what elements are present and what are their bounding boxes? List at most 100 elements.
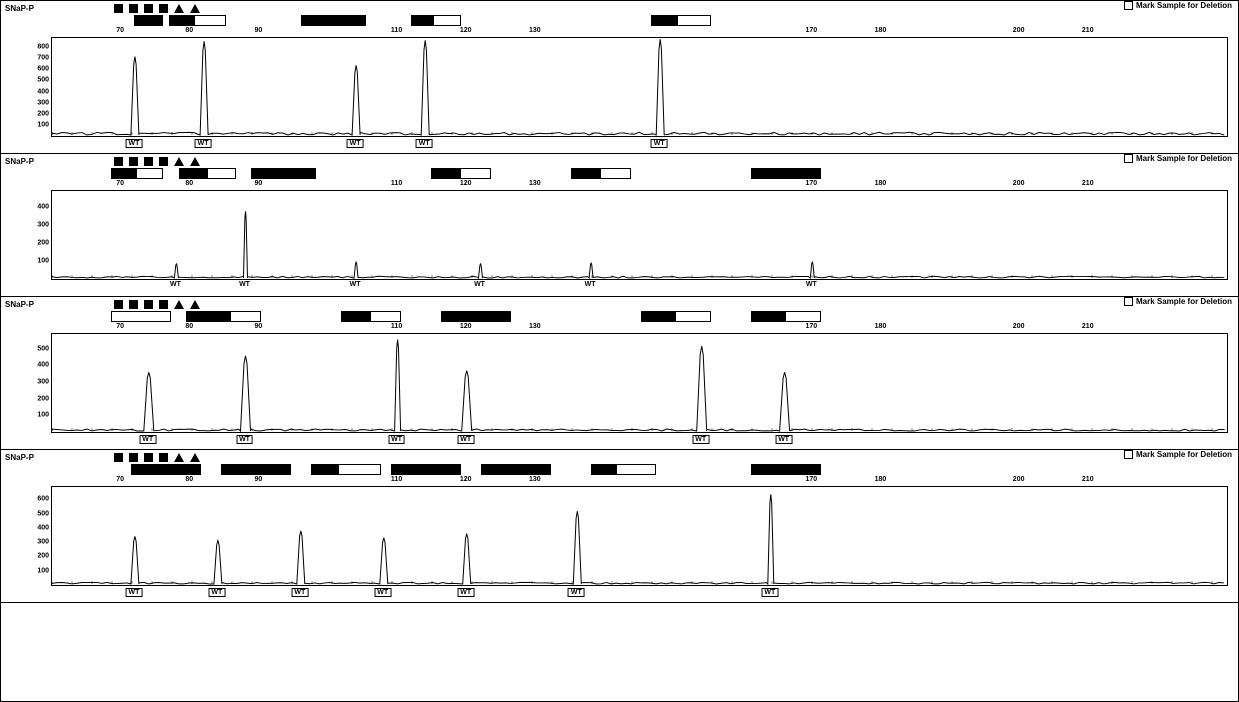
x-tick-label: 80	[185, 476, 193, 483]
triangle-icon[interactable]	[174, 300, 184, 309]
panel-header: SNaP-PMark Sample for Deletion	[1, 154, 1238, 168]
marker-block	[591, 464, 656, 475]
allele-label: WT	[208, 587, 225, 597]
plot-area: 100200300400500	[51, 333, 1228, 433]
allele-label: WT	[125, 587, 142, 597]
y-tick-label: 100	[37, 258, 49, 265]
allele-label: WT	[170, 281, 181, 288]
square-icon[interactable]	[159, 4, 168, 13]
marker-block	[251, 168, 316, 179]
y-axis: 100200300400	[17, 191, 49, 279]
triangle-icon[interactable]	[190, 4, 200, 13]
y-tick-label: 200	[37, 240, 49, 247]
x-tick-label: 170	[805, 323, 817, 330]
x-tick-label: 110	[391, 476, 402, 483]
y-tick-label: 500	[37, 345, 49, 352]
square-icon[interactable]	[114, 4, 123, 13]
square-icon[interactable]	[159, 453, 168, 462]
y-tick-label: 300	[37, 222, 49, 229]
square-icon[interactable]	[129, 4, 138, 13]
x-tick-label: 210	[1082, 323, 1094, 330]
marker-bar-row	[51, 168, 1228, 180]
marker-bar-row	[51, 311, 1228, 323]
square-icon[interactable]	[129, 453, 138, 462]
electropherogram-panel: SNaP-PMark Sample for Deletion7080901101…	[1, 297, 1238, 450]
square-icon[interactable]	[144, 453, 153, 462]
square-icon[interactable]	[129, 157, 138, 166]
allele-label: WT	[350, 281, 361, 288]
allele-label: WT	[374, 587, 391, 597]
triangle-icon[interactable]	[190, 157, 200, 166]
triangle-icon[interactable]	[174, 453, 184, 462]
allele-labels-row: WTWTWTWTWTWTWT	[51, 586, 1228, 602]
checkbox-icon[interactable]	[1124, 450, 1133, 459]
allele-label: WT	[388, 434, 405, 444]
checkbox-icon[interactable]	[1124, 154, 1133, 163]
electropherogram-trace	[52, 191, 1227, 279]
checkbox-icon[interactable]	[1124, 297, 1133, 306]
checkbox-icon[interactable]	[1124, 1, 1133, 10]
marker-block	[411, 15, 461, 26]
marker-block	[441, 311, 511, 322]
x-tick-label: 170	[805, 27, 817, 34]
triangle-icon[interactable]	[190, 453, 200, 462]
square-icon[interactable]	[114, 157, 123, 166]
marker-block	[111, 311, 171, 322]
allele-label: WT	[457, 434, 474, 444]
marker-block	[431, 168, 491, 179]
x-tick-label: 120	[460, 27, 472, 34]
marker-block	[131, 464, 201, 475]
y-tick-label: 500	[37, 510, 49, 517]
square-icon[interactable]	[114, 453, 123, 462]
x-tick-label: 70	[116, 323, 124, 330]
allele-label: WT	[761, 587, 778, 597]
y-tick-label: 200	[37, 553, 49, 560]
x-tick-label: 200	[1013, 27, 1025, 34]
y-tick-label: 300	[37, 379, 49, 386]
square-icon[interactable]	[159, 157, 168, 166]
mark-sample-checkbox[interactable]: Mark Sample for Deletion	[1124, 154, 1232, 163]
checkbox-label: Mark Sample for Deletion	[1136, 450, 1232, 459]
marker-block	[391, 464, 461, 475]
triangle-icon[interactable]	[174, 4, 184, 13]
x-tick-label: 170	[805, 180, 817, 187]
electropherogram-panel: SNaP-PMark Sample for Deletion7080901101…	[1, 1, 1238, 154]
allele-label: WT	[139, 434, 156, 444]
mark-sample-checkbox[interactable]: Mark Sample for Deletion	[1124, 1, 1232, 10]
x-tick-label: 90	[254, 180, 262, 187]
panel-title: SNaP-P	[5, 300, 34, 309]
x-tick-label: 90	[254, 27, 262, 34]
square-icon[interactable]	[144, 300, 153, 309]
allele-label: WT	[416, 138, 433, 148]
triangle-icon[interactable]	[174, 157, 184, 166]
square-icon[interactable]	[144, 157, 153, 166]
x-tick-label: 130	[529, 323, 541, 330]
y-tick-label: 200	[37, 395, 49, 402]
y-tick-label: 400	[37, 88, 49, 95]
allele-label: WT	[236, 434, 253, 444]
square-icon[interactable]	[144, 4, 153, 13]
y-tick-label: 300	[37, 99, 49, 106]
marker-block	[221, 464, 291, 475]
triangle-icon[interactable]	[190, 300, 200, 309]
allele-label: WT	[125, 138, 142, 148]
square-icon[interactable]	[159, 300, 168, 309]
y-tick-label: 100	[37, 121, 49, 128]
marker-block	[179, 168, 236, 179]
allele-label: WT	[585, 281, 596, 288]
square-icon[interactable]	[129, 300, 138, 309]
panel-toolbar	[114, 4, 200, 13]
mark-sample-checkbox[interactable]: Mark Sample for Deletion	[1124, 450, 1232, 459]
y-axis: 100200300400500600700800	[17, 38, 49, 136]
allele-label: WT	[806, 281, 817, 288]
panel-header: SNaP-P Mark Sample for Deletion	[1, 297, 1238, 311]
x-tick-label: 120	[460, 323, 472, 330]
mark-sample-checkbox[interactable]: Mark Sample for Deletion	[1124, 297, 1232, 306]
x-tick-label: 200	[1013, 476, 1025, 483]
square-icon[interactable]	[114, 300, 123, 309]
marker-block	[751, 311, 821, 322]
marker-block	[571, 168, 631, 179]
x-tick-label: 180	[875, 27, 887, 34]
x-tick-label: 80	[185, 180, 193, 187]
marker-block	[111, 168, 163, 179]
